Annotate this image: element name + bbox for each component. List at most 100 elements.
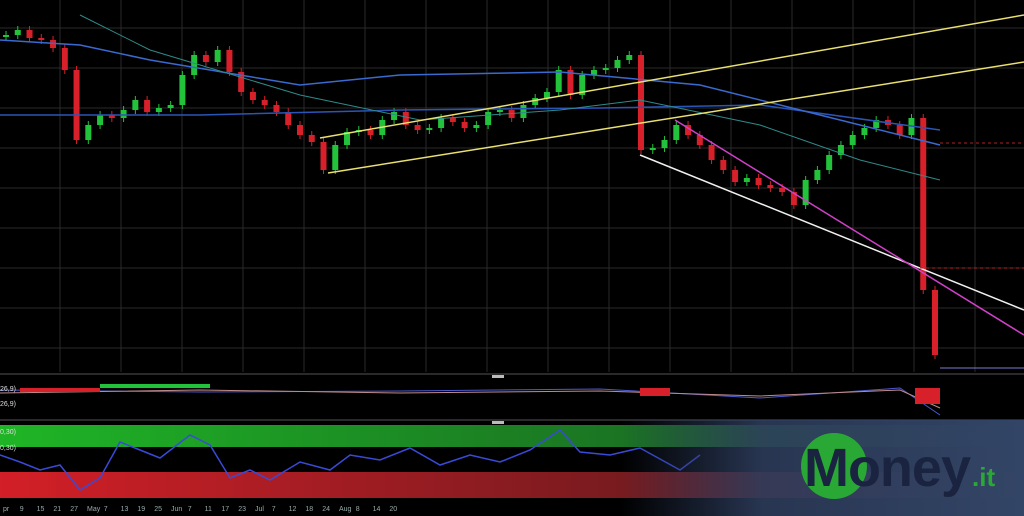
candle-body xyxy=(496,110,503,112)
candle-body xyxy=(167,105,174,108)
candle-body xyxy=(802,180,809,205)
candle-body xyxy=(720,160,727,170)
candle-body xyxy=(579,75,586,95)
x-tick-label: 17 xyxy=(221,506,229,513)
candle-body xyxy=(202,55,209,62)
candle-body xyxy=(837,145,844,155)
candle-body xyxy=(296,125,303,135)
candle-body xyxy=(626,55,633,60)
x-tick-label: 9 xyxy=(20,506,24,513)
candle-body xyxy=(461,122,468,128)
x-tick-label: 12 xyxy=(289,506,297,513)
x-tick-label: pr xyxy=(3,506,10,513)
candle-body xyxy=(320,142,327,170)
candle-body xyxy=(826,155,833,170)
candle-body xyxy=(367,130,374,135)
candle-body xyxy=(861,128,868,135)
candle-body xyxy=(38,38,45,40)
candle-body xyxy=(590,70,597,75)
candle-body xyxy=(649,148,656,150)
x-tick-label: 21 xyxy=(53,506,61,513)
candle-body xyxy=(508,110,515,118)
x-tick-label: 11 xyxy=(205,506,212,513)
candle-body xyxy=(661,140,668,148)
candle-body xyxy=(567,70,574,95)
candle-body xyxy=(14,30,21,35)
candle-body xyxy=(179,75,186,105)
candle-body xyxy=(108,115,115,118)
candle-body xyxy=(391,112,398,120)
candle-body xyxy=(132,100,139,110)
candle-body xyxy=(708,145,715,160)
candle-body xyxy=(261,100,268,105)
candle-body xyxy=(673,125,680,140)
candle-body xyxy=(26,30,33,38)
handle[interactable] xyxy=(492,375,504,378)
panel-label: 0,30) xyxy=(0,429,16,436)
grid xyxy=(0,0,1024,372)
candle-body xyxy=(238,72,245,92)
macd-panel xyxy=(0,384,941,416)
candle-body xyxy=(543,92,550,98)
candle-body xyxy=(332,145,339,170)
x-tick-label: 13 xyxy=(121,506,129,513)
candle-body xyxy=(602,68,609,70)
candle-body xyxy=(85,125,92,140)
candle-body xyxy=(273,105,280,112)
x-tick-label: 7 xyxy=(188,506,192,513)
candle-body xyxy=(932,290,938,355)
candle-body xyxy=(120,110,127,118)
x-tick-label: Aug xyxy=(339,506,352,513)
logo-circle xyxy=(801,433,867,499)
candle-body xyxy=(685,125,692,135)
candle-body xyxy=(414,125,421,130)
candle-body xyxy=(155,108,162,112)
candle-body xyxy=(743,178,750,182)
x-tick-label: 7 xyxy=(272,506,276,513)
candle-body xyxy=(485,112,492,125)
candle-body xyxy=(402,112,409,125)
candle-body xyxy=(696,135,703,145)
x-tick-label: 24 xyxy=(322,506,330,513)
candle-body xyxy=(779,188,786,192)
panel-label: 26,9) xyxy=(0,386,16,393)
candle-body xyxy=(920,118,927,290)
candle-body xyxy=(520,105,527,118)
x-tick-label: 27 xyxy=(70,506,78,513)
x-tick-label: 14 xyxy=(373,506,381,513)
x-tick-label: 8 xyxy=(356,506,360,513)
x-tick-label: Jul xyxy=(255,506,264,513)
candle-body xyxy=(426,128,433,130)
candle-body xyxy=(638,55,645,150)
candle-body xyxy=(144,100,151,112)
x-tick-label: 7 xyxy=(104,506,108,513)
x-tick-label: 19 xyxy=(137,506,145,513)
candle-body xyxy=(3,35,9,37)
candles xyxy=(3,26,938,359)
candle-body xyxy=(449,118,456,122)
handle[interactable] xyxy=(492,421,504,424)
candle-body xyxy=(344,132,351,145)
x-tick-label: Jun xyxy=(171,506,182,513)
logo: Money .it xyxy=(801,433,995,499)
candle-body xyxy=(308,135,315,142)
candle-body xyxy=(732,170,739,182)
candle-body xyxy=(532,98,539,105)
candle-body xyxy=(473,125,480,128)
logo-main: Money xyxy=(804,438,971,498)
x-tick-label: May xyxy=(87,506,101,513)
candle-body xyxy=(61,48,68,70)
candle-body xyxy=(896,125,903,135)
candle-body xyxy=(226,50,233,72)
candle-body xyxy=(73,70,80,140)
candle-body xyxy=(97,115,104,125)
candle-body xyxy=(285,112,292,125)
x-tick-label: 23 xyxy=(238,506,246,513)
candle-body xyxy=(873,120,880,128)
candle-body xyxy=(438,118,445,128)
x-tick-label: 25 xyxy=(154,506,162,513)
x-tick-label: 15 xyxy=(37,506,45,513)
candle-body xyxy=(614,60,621,68)
candle-body xyxy=(849,135,856,145)
